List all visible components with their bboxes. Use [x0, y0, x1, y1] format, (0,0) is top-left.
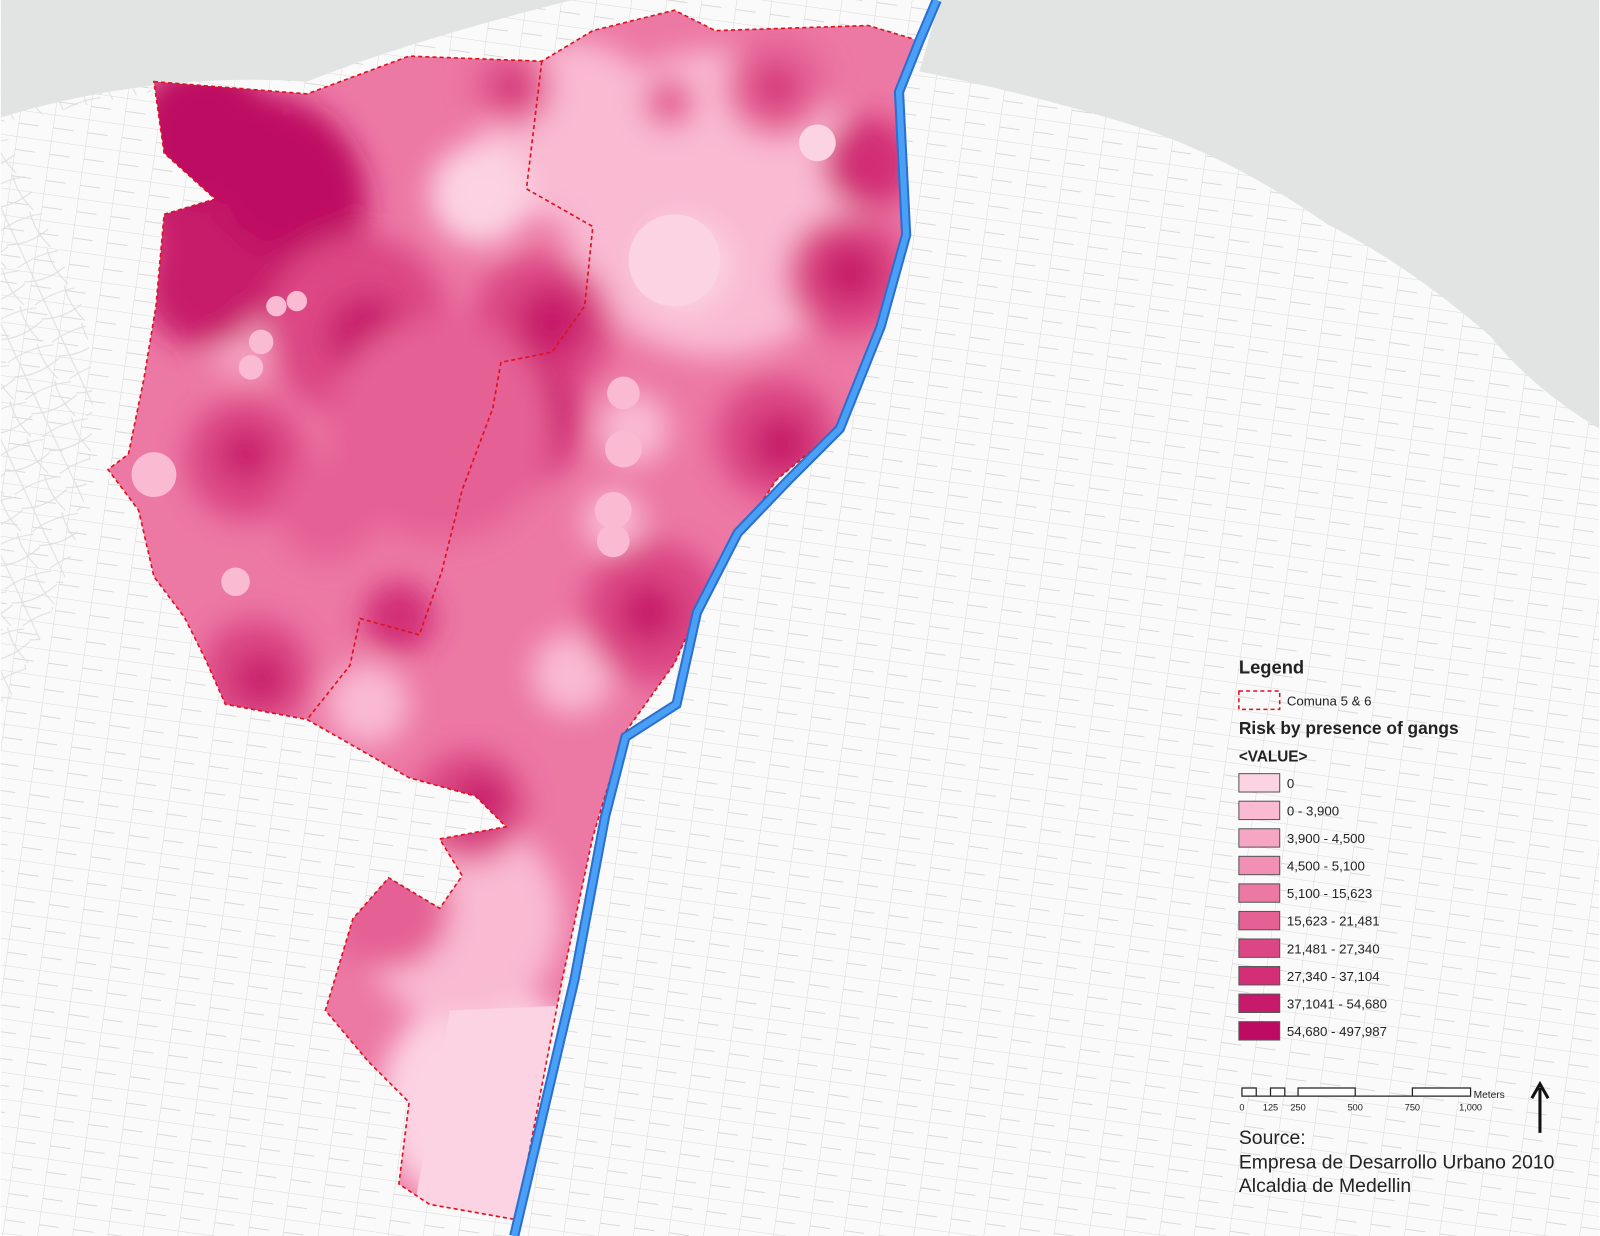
legend: Legend Comuna 5 & 6 Risk by presence of …: [1238, 657, 1459, 1041]
layer-title: Risk by presence of gangs: [1239, 718, 1459, 738]
scale-tick-label: 250: [1290, 1102, 1305, 1112]
risk-zone: [363, 581, 435, 654]
scale-tick-label: 500: [1348, 1102, 1363, 1112]
low-risk-spot: [594, 491, 632, 529]
source-heading: Source:: [1239, 1127, 1306, 1149]
boundary-swatch: [1238, 690, 1281, 711]
class-label: 3,900 - 4,500: [1287, 831, 1365, 846]
low-risk-spot: [605, 430, 642, 468]
class-label: 21,481 - 27,340: [1287, 941, 1380, 956]
scale-bar-graphic: [1241, 1087, 1472, 1097]
risk-zone: [531, 632, 614, 715]
class-swatch: [1238, 855, 1281, 876]
risk-zone: [492, 68, 530, 106]
class-label: 5,100 - 15,623: [1287, 886, 1372, 901]
risk-zone: [822, 117, 915, 210]
legend-title: Legend: [1239, 657, 1304, 678]
class-label: 27,340 - 37,104: [1287, 969, 1380, 984]
class-swatch: [1238, 966, 1281, 986]
risk-zone: [215, 112, 359, 256]
risk-zone: [516, 285, 588, 358]
low-risk-spot: [596, 524, 630, 558]
low-risk-spot: [266, 295, 287, 317]
scale-tick-label: 1,000: [1459, 1102, 1482, 1112]
risk-zone: [751, 413, 813, 475]
class-label: 4,500 - 5,100: [1287, 859, 1365, 874]
class-swatch: [1238, 828, 1281, 848]
low-risk-spot: [628, 214, 721, 307]
source-line: Alcaldia de Medellin: [1239, 1175, 1411, 1197]
north-arrow: [1530, 1080, 1550, 1133]
class-label: 0: [1287, 776, 1294, 791]
risk-zone: [327, 663, 410, 746]
low-risk-strip: [409, 1005, 573, 1220]
class-swatch: [1238, 993, 1281, 1013]
risk-zone: [327, 316, 552, 541]
risk-zone: [618, 581, 680, 644]
risk-zone: [756, 66, 797, 108]
risk-zone: [220, 428, 272, 480]
low-risk-spot: [798, 124, 836, 162]
source-line: Empresa de Desarrollo Urbano 2010: [1239, 1152, 1555, 1174]
source: Source: Empresa de Desarrollo Urbano 201…: [1239, 1127, 1555, 1197]
class-label: 15,623 - 21,481: [1287, 914, 1380, 929]
class-label: 54,680 - 497,987: [1287, 1024, 1387, 1039]
comuna-divider: [306, 61, 594, 721]
unmapped-area: [0, 0, 1600, 429]
class-swatch: [1238, 773, 1281, 793]
low-risk-spot: [221, 567, 250, 597]
risk-zone: [429, 142, 532, 245]
low-risk-spot: [131, 452, 177, 498]
low-risk-spot: [607, 376, 640, 410]
risk-zone: [643, 76, 695, 128]
class-swatch: [1238, 1021, 1281, 1041]
scale-bar: Meters 0 125 250 500 750 1,000: [1239, 1087, 1505, 1112]
low-risk-spot: [238, 355, 264, 380]
risk-zone: [235, 653, 287, 705]
field-name: <VALUE>: [1239, 748, 1308, 765]
class-swatch: [1238, 938, 1281, 958]
class-label: 37,1041 - 54,680: [1287, 996, 1387, 1011]
boundary-label: Comuna 5 & 6: [1287, 693, 1372, 708]
scale-tick-label: 125: [1263, 1102, 1278, 1112]
scale-tick-label: 750: [1405, 1102, 1420, 1112]
class-label: 0 - 3,900: [1287, 803, 1339, 818]
scale-unit: Meters: [1474, 1090, 1505, 1101]
class-swatch: [1238, 883, 1281, 903]
risk-zone: [143, 224, 267, 348]
class-swatch: [1238, 800, 1281, 821]
river: [511, 0, 940, 1236]
risk-zone: [276, 459, 379, 562]
scale-tick-label: 0: [1239, 1102, 1244, 1112]
risk-zone: [819, 242, 881, 305]
class-swatch: [1238, 910, 1281, 931]
low-risk-spot: [286, 290, 308, 312]
low-risk-spot: [248, 329, 274, 355]
